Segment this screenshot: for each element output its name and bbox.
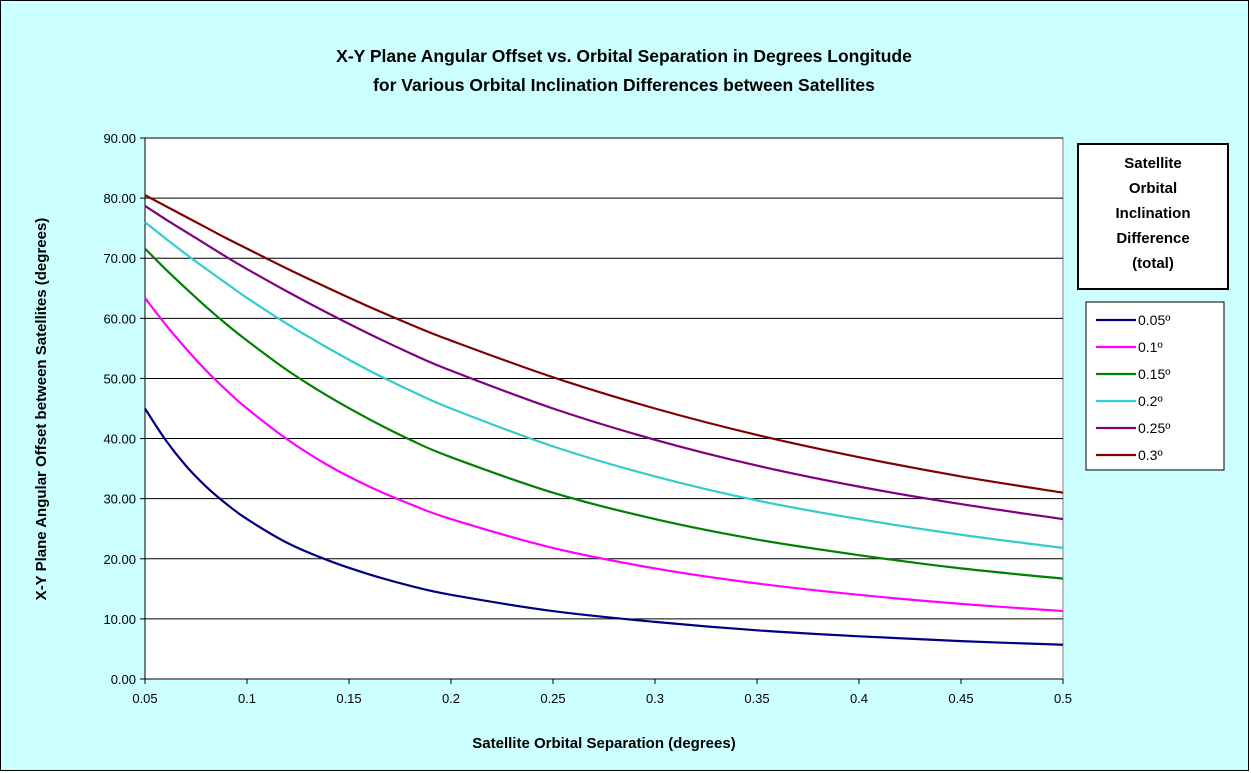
legend-title: Satellite Orbital Inclination Difference (to… bbox=[1116, 155, 1191, 272]
chart-title-line-2: for Various Orbital Inclination Differen… bbox=[373, 75, 875, 95]
x-tick-label: 0.3 bbox=[646, 691, 664, 706]
plot-area bbox=[144, 137, 1064, 680]
x-tick-label: 0.05 bbox=[132, 691, 157, 706]
y-tick-label: 40.00 bbox=[103, 432, 136, 447]
legend-title-box bbox=[1077, 143, 1229, 290]
y-axis-ticks: 0.00 10.00 20.00 30.00 40.00 50.00 60.00 70.00 8… bbox=[103, 131, 145, 687]
legend-items: 0.05º 0.1º 0.15º 0.2º 0.25º 0.3º bbox=[1096, 312, 1170, 463]
y-tick-label: 20.00 bbox=[103, 552, 136, 567]
y-tick-label: 0.00 bbox=[111, 672, 136, 687]
legend-label: 0.25º bbox=[1138, 420, 1170, 436]
legend-label: 0.15º bbox=[1138, 366, 1170, 382]
y-tick-label: 90.00 bbox=[103, 131, 136, 146]
x-axis-title: Satellite Orbital Separation (degrees) bbox=[472, 735, 735, 752]
y-tick-label: 10.00 bbox=[103, 612, 136, 627]
x-tick-label: 0.35 bbox=[744, 691, 769, 706]
y-tick-label: 80.00 bbox=[103, 191, 136, 206]
legend-title-line: (total) bbox=[1132, 255, 1174, 272]
y-tick-label: 30.00 bbox=[103, 492, 136, 507]
y-axis-title: X-Y Plane Angular Offset between Satelli… bbox=[33, 218, 50, 601]
x-tick-label: 0.25 bbox=[540, 691, 565, 706]
x-tick-label: 0.45 bbox=[948, 691, 973, 706]
x-tick-label: 0.2 bbox=[442, 691, 460, 706]
series-line-3 bbox=[144, 247, 1064, 580]
x-tick-label: 0.5 bbox=[1054, 691, 1072, 706]
x-tick-label: 0.4 bbox=[850, 691, 868, 706]
x-axis-ticks: 0.05 0.1 0.15 0.2 0.25 0.3 0.35 0.4 0.45 0.5 bbox=[132, 679, 1072, 706]
legend-title-line: Satellite bbox=[1124, 155, 1182, 172]
legend-label: 0.05º bbox=[1138, 312, 1170, 328]
legend-label: 0.3º bbox=[1138, 447, 1163, 463]
series-lines bbox=[144, 194, 1064, 646]
series-line-1 bbox=[144, 407, 1064, 646]
series-line-6 bbox=[144, 194, 1064, 494]
y-tick-label: 60.00 bbox=[103, 311, 136, 326]
legend-title-line: Inclination bbox=[1116, 205, 1191, 222]
series-line-5 bbox=[144, 205, 1064, 521]
series-line-4 bbox=[144, 221, 1064, 550]
y-tick-label: 70.00 bbox=[103, 251, 136, 266]
series-line-2 bbox=[144, 297, 1064, 613]
legend-label: 0.1º bbox=[1138, 339, 1163, 355]
x-tick-label: 0.1 bbox=[238, 691, 256, 706]
chart-title-line-1: X-Y Plane Angular Offset vs. Orbital Sep… bbox=[336, 46, 912, 66]
y-tick-label: 50.00 bbox=[103, 371, 136, 386]
legend-label: 0.2º bbox=[1138, 393, 1163, 409]
x-tick-label: 0.15 bbox=[336, 691, 361, 706]
legend bbox=[1085, 301, 1225, 471]
legend-title-line: Orbital bbox=[1129, 180, 1177, 197]
legend-title-line: Difference bbox=[1116, 230, 1189, 247]
